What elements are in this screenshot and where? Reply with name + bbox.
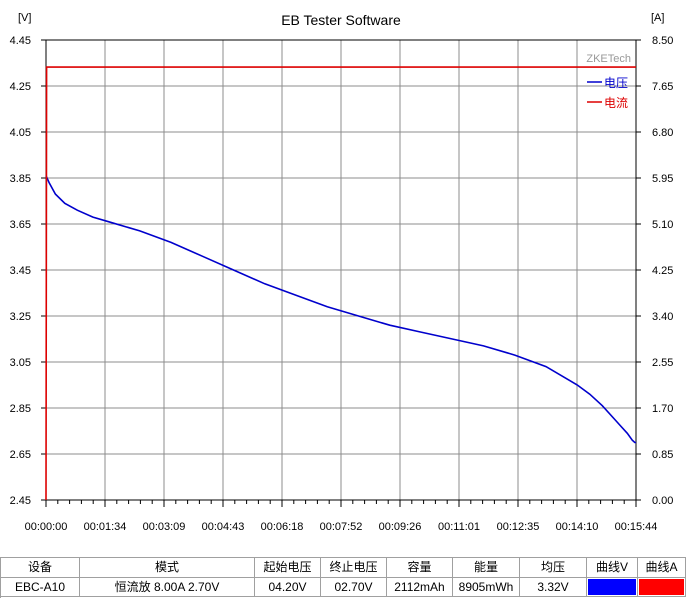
chart-area: EB Tester Software [V] [A] 00:00:00 00:01… <box>10 12 674 533</box>
summary-table: 设备 模式 起始电压 终止电压 容量 能量 均压 曲线V 曲线A EBC-A10… <box>0 557 686 598</box>
x-tick-label: 00:09:26 <box>379 521 422 533</box>
y-right-tick-label: 7.65 <box>652 81 673 93</box>
header-mode: 模式 <box>80 558 255 577</box>
right-axis-unit: [A] <box>651 12 664 24</box>
axis-ticks: 00:00:00 00:01:34 00:03:09 00:04:43 00:06:18… <box>10 35 674 533</box>
x-tick-label: 00:14:10 <box>556 521 599 533</box>
header-curve-v: 曲线V <box>587 558 638 577</box>
y-left-tick-label: 3.05 <box>10 357 31 369</box>
summary-header-row: 设备 模式 起始电压 终止电压 容量 能量 均压 曲线V 曲线A <box>1 558 686 578</box>
summary-value-row: EBC-A10 恒流放 8.00A 2.70V 04.20V 02.70V 21… <box>1 578 686 597</box>
y-right-tick-label: 6.80 <box>652 127 673 139</box>
legend: 电压 电流 <box>587 76 628 110</box>
header-device: 设备 <box>1 558 80 577</box>
value-capacity: 2112mAh <box>387 578 453 597</box>
y-right-tick-label: 1.70 <box>652 403 673 415</box>
y-left-tick-label: 3.25 <box>10 311 31 323</box>
x-tick-label: 00:03:09 <box>143 521 186 533</box>
left-axis-unit: [V] <box>18 12 31 24</box>
chart-title: EB Tester Software <box>281 12 401 28</box>
y-left-tick-label: 4.45 <box>10 35 31 47</box>
header-end-voltage: 终止电压 <box>321 558 387 577</box>
curve-v-color-cell[interactable] <box>587 578 638 597</box>
curve-v-swatch[interactable] <box>588 579 636 595</box>
x-tick-label: 00:04:43 <box>202 521 245 533</box>
y-left-tick-label: 2.65 <box>10 449 31 461</box>
y-right-tick-label: 0.00 <box>652 495 673 507</box>
header-avg-voltage: 均压 <box>520 558 587 577</box>
header-energy: 能量 <box>453 558 520 577</box>
y-right-tick-label: 4.25 <box>652 265 673 277</box>
value-end-voltage: 02.70V <box>321 578 387 597</box>
y-right-tick-label: 0.85 <box>652 449 673 461</box>
value-avg-voltage: 3.32V <box>520 578 587 597</box>
header-capacity: 容量 <box>387 558 453 577</box>
y-right-tick-label: 8.50 <box>652 35 673 47</box>
y-left-tick-label: 3.85 <box>10 173 31 185</box>
x-tick-label: 00:12:35 <box>497 521 540 533</box>
x-tick-label: 00:07:52 <box>320 521 363 533</box>
current-series-line <box>45 66 636 501</box>
curve-a-swatch[interactable] <box>639 579 684 595</box>
y-right-tick-label: 2.55 <box>652 357 673 369</box>
y-right-tick-label: 3.40 <box>652 311 673 323</box>
header-start-voltage: 起始电压 <box>255 558 321 577</box>
voltage-series-line <box>45 175 636 444</box>
x-tick-label: 00:15:44 <box>615 521 658 533</box>
grid-lines <box>46 40 636 500</box>
y-left-tick-label: 2.45 <box>10 495 31 507</box>
x-tick-label: 00:00:00 <box>25 521 68 533</box>
legend-current-label: 电流 <box>604 96 628 110</box>
y-left-tick-label: 4.25 <box>10 81 31 93</box>
legend-voltage-label: 电压 <box>604 76 628 90</box>
curve-a-color-cell[interactable] <box>638 578 686 597</box>
series-layer <box>45 66 636 501</box>
y-right-tick-label: 5.95 <box>652 173 673 185</box>
y-left-tick-label: 3.65 <box>10 219 31 231</box>
y-left-tick-label: 2.85 <box>10 403 31 415</box>
value-device: EBC-A10 <box>1 578 80 597</box>
y-left-tick-label: 3.45 <box>10 265 31 277</box>
x-tick-label: 00:06:18 <box>261 521 304 533</box>
value-energy: 8905mWh <box>453 578 520 597</box>
y-left-tick-label: 4.05 <box>10 127 31 139</box>
y-right-tick-label: 5.10 <box>652 219 673 231</box>
x-tick-label: 00:11:01 <box>438 521 480 533</box>
value-start-voltage: 04.20V <box>255 578 321 597</box>
watermark: ZKETech <box>586 53 631 65</box>
x-tick-label: 00:01:34 <box>84 521 127 533</box>
header-curve-a: 曲线A <box>638 558 686 577</box>
value-mode: 恒流放 8.00A 2.70V <box>80 578 255 597</box>
